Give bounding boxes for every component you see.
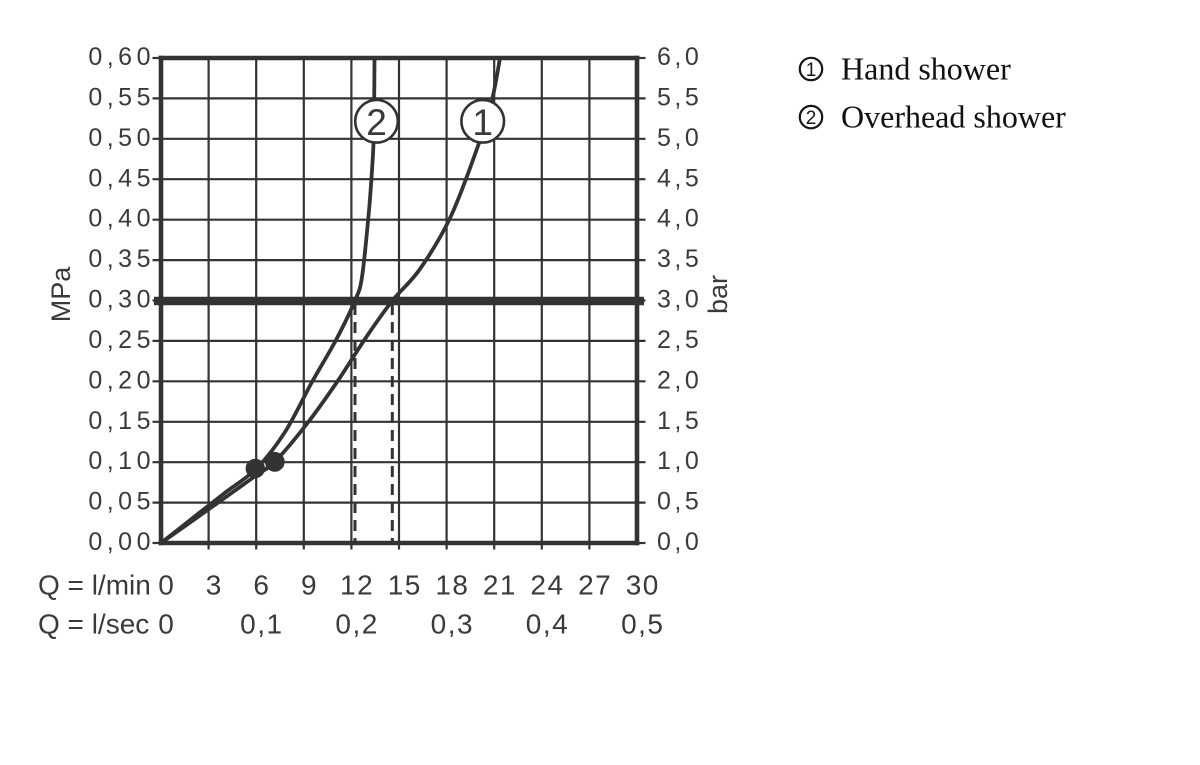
svg-text:2,0: 2,0: [657, 366, 702, 394]
svg-text:3,0: 3,0: [657, 286, 702, 314]
svg-text:MPa: MPa: [46, 266, 76, 323]
svg-text:30: 30: [626, 570, 660, 601]
svg-text:5,0: 5,0: [657, 124, 702, 152]
svg-text:5,5: 5,5: [657, 83, 702, 111]
svg-text:0: 0: [158, 570, 175, 601]
svg-text:bar: bar: [703, 275, 733, 314]
svg-text:27: 27: [578, 570, 612, 601]
svg-text:3,5: 3,5: [657, 245, 702, 273]
svg-text:24: 24: [530, 570, 564, 601]
svg-text:Q = l/sec: Q = l/sec: [38, 609, 149, 640]
svg-text:0,40: 0,40: [88, 205, 155, 233]
svg-text:0,1: 0,1: [240, 609, 283, 640]
svg-text:0,25: 0,25: [88, 326, 155, 354]
svg-text:0,5: 0,5: [657, 488, 702, 516]
svg-text:Overhead shower: Overhead shower: [841, 98, 1066, 134]
svg-text:0: 0: [158, 609, 175, 640]
svg-text:1,0: 1,0: [657, 447, 702, 475]
svg-text:0,00: 0,00: [88, 528, 155, 556]
svg-text:1,5: 1,5: [657, 407, 702, 435]
svg-text:0,0: 0,0: [657, 528, 702, 556]
svg-text:12: 12: [340, 570, 374, 601]
svg-text:1: 1: [806, 60, 817, 81]
svg-text:0,15: 0,15: [88, 407, 155, 435]
svg-text:0,50: 0,50: [88, 124, 155, 152]
svg-text:18: 18: [435, 570, 469, 601]
svg-text:Hand shower: Hand shower: [841, 50, 1011, 86]
svg-text:0,2: 0,2: [335, 609, 378, 640]
svg-text:3: 3: [206, 570, 223, 601]
svg-text:2: 2: [806, 108, 817, 129]
svg-text:1: 1: [472, 102, 493, 143]
svg-text:0,55: 0,55: [88, 83, 155, 111]
svg-text:0,5: 0,5: [621, 609, 664, 640]
svg-text:0,05: 0,05: [88, 488, 155, 516]
svg-text:21: 21: [483, 570, 517, 601]
svg-text:4,5: 4,5: [657, 164, 702, 192]
svg-text:0,3: 0,3: [431, 609, 474, 640]
svg-text:Q = l/min: Q = l/min: [38, 570, 151, 601]
svg-text:0,60: 0,60: [88, 43, 155, 71]
svg-text:2,5: 2,5: [657, 326, 702, 354]
svg-text:6: 6: [253, 570, 270, 601]
svg-text:0,20: 0,20: [88, 366, 155, 394]
svg-text:4,0: 4,0: [657, 205, 702, 233]
svg-text:0,35: 0,35: [88, 245, 155, 273]
svg-text:6,0: 6,0: [657, 43, 702, 71]
svg-text:0,45: 0,45: [88, 164, 155, 192]
svg-text:0,10: 0,10: [88, 447, 155, 475]
svg-text:2: 2: [366, 102, 387, 143]
svg-text:15: 15: [388, 570, 422, 601]
svg-text:0,30: 0,30: [88, 286, 155, 314]
svg-text:0,4: 0,4: [526, 609, 569, 640]
svg-text:9: 9: [301, 570, 318, 601]
